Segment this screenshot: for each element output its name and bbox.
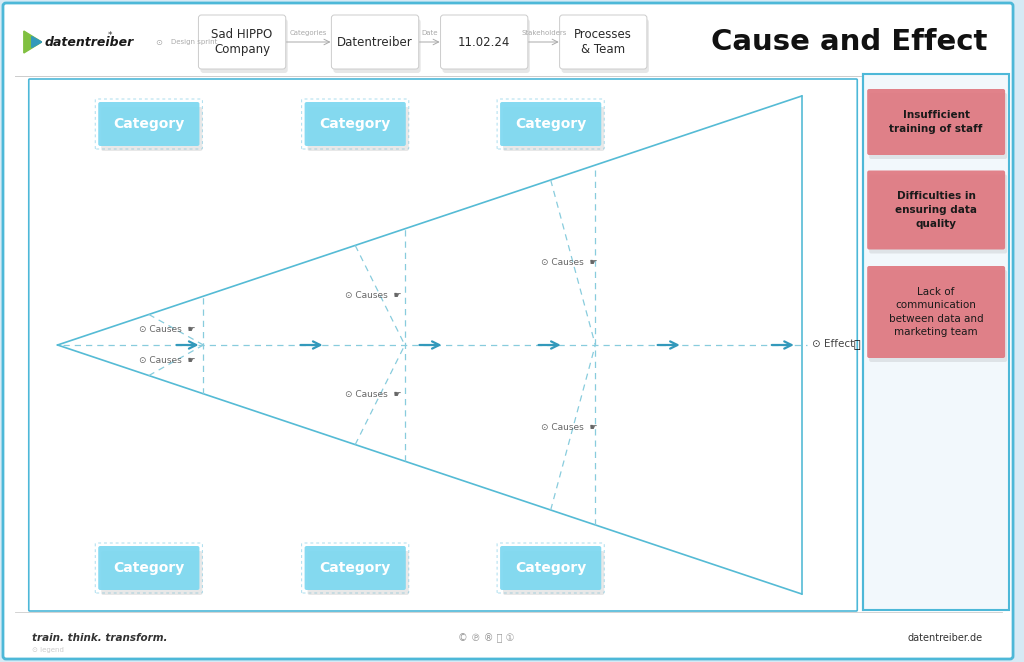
FancyBboxPatch shape (440, 15, 527, 69)
Text: Date: Date (421, 30, 438, 36)
FancyBboxPatch shape (867, 266, 1006, 358)
FancyBboxPatch shape (201, 19, 288, 73)
Polygon shape (24, 31, 42, 53)
Text: Difficulties in
ensuring data
quality: Difficulties in ensuring data quality (895, 191, 977, 228)
Text: Category: Category (319, 117, 391, 131)
Text: Cause and Effect: Cause and Effect (711, 28, 987, 56)
Text: ⊙ Causes  ☛: ⊙ Causes ☛ (541, 423, 597, 432)
Text: Category: Category (319, 561, 391, 575)
Text: Lack of
communication
between data and
marketing team: Lack of communication between data and m… (889, 287, 983, 338)
FancyBboxPatch shape (867, 171, 1006, 250)
Text: 11.02.24: 11.02.24 (458, 36, 510, 48)
FancyBboxPatch shape (307, 107, 409, 151)
FancyBboxPatch shape (442, 19, 529, 73)
FancyBboxPatch shape (863, 74, 1009, 610)
FancyBboxPatch shape (3, 3, 1013, 659)
Text: Category: Category (515, 117, 587, 131)
FancyBboxPatch shape (332, 15, 419, 69)
Text: ⊙ legend: ⊙ legend (32, 647, 63, 653)
Text: Insufficient
training of staff: Insufficient training of staff (890, 110, 983, 134)
FancyBboxPatch shape (334, 19, 421, 73)
FancyBboxPatch shape (500, 546, 601, 590)
FancyBboxPatch shape (503, 551, 604, 595)
FancyBboxPatch shape (561, 19, 649, 73)
FancyBboxPatch shape (98, 546, 200, 590)
FancyBboxPatch shape (559, 15, 647, 69)
Text: Categories: Categories (290, 30, 328, 36)
Text: Design sprint: Design sprint (171, 39, 217, 45)
FancyBboxPatch shape (307, 551, 409, 595)
Text: *: * (109, 30, 113, 40)
Text: ⊙ Causes  ☛: ⊙ Causes ☛ (345, 391, 401, 399)
FancyBboxPatch shape (199, 15, 286, 69)
Text: Processes
& Team: Processes & Team (574, 28, 632, 56)
FancyBboxPatch shape (867, 89, 1006, 155)
FancyBboxPatch shape (29, 79, 857, 611)
FancyBboxPatch shape (304, 102, 406, 146)
Text: datentreiber: datentreiber (45, 36, 134, 48)
Polygon shape (32, 36, 42, 48)
Text: ⛳: ⛳ (853, 340, 860, 350)
FancyBboxPatch shape (98, 102, 200, 146)
FancyBboxPatch shape (101, 107, 203, 151)
Text: Datentreiber: Datentreiber (337, 36, 413, 48)
FancyBboxPatch shape (869, 270, 1007, 362)
Text: train. think. transform.: train. think. transform. (32, 633, 167, 643)
Text: Category: Category (515, 561, 587, 575)
Text: Stakeholders: Stakeholders (521, 30, 566, 36)
FancyBboxPatch shape (500, 102, 601, 146)
Text: ⊙ Causes  ☛: ⊙ Causes ☛ (139, 355, 196, 365)
Text: Category: Category (114, 117, 184, 131)
Text: Category: Category (114, 561, 184, 575)
FancyBboxPatch shape (869, 93, 1007, 159)
FancyBboxPatch shape (503, 107, 604, 151)
FancyBboxPatch shape (304, 546, 406, 590)
FancyBboxPatch shape (869, 175, 1007, 254)
Text: datentreiber.de: datentreiber.de (907, 633, 982, 643)
Text: © ℗ ® ⓘ ①: © ℗ ® ⓘ ① (458, 633, 514, 643)
Text: Sad HIPPO
Company: Sad HIPPO Company (212, 28, 272, 56)
Text: ⊙ Causes  ☛: ⊙ Causes ☛ (541, 258, 597, 267)
Text: ⊙ Causes  ☛: ⊙ Causes ☛ (345, 291, 401, 300)
Text: ⊙: ⊙ (156, 38, 162, 46)
FancyBboxPatch shape (101, 551, 203, 595)
Text: ⊙ Effect: ⊙ Effect (812, 339, 854, 349)
Text: ⊙ Causes  ☛: ⊙ Causes ☛ (139, 325, 196, 334)
